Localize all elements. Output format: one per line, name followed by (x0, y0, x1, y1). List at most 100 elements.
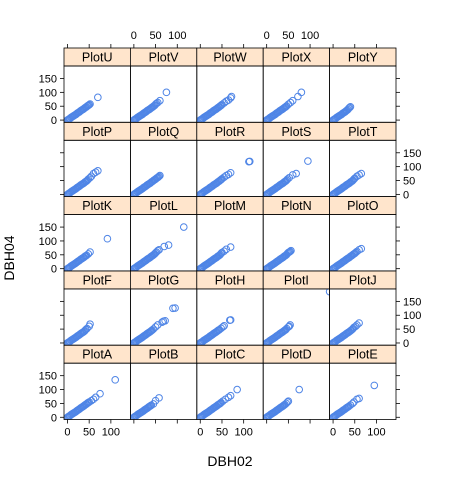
data-point (179, 223, 188, 231)
data-point (96, 389, 104, 398)
y-tick-label: 50 (45, 250, 57, 262)
panel-plotl: PlotL (129, 196, 198, 272)
panel-frame-plotj (329, 288, 397, 346)
data-point (288, 171, 297, 179)
data-point (357, 244, 366, 253)
data-point (91, 168, 100, 176)
data-point (233, 385, 241, 394)
x-tick-label: 50 (349, 427, 361, 439)
strip-label-plotv: PlotV (149, 51, 180, 65)
strip-label-plotk: PlotK (82, 199, 113, 213)
data-point (89, 395, 98, 404)
panel-plotw: PlotW (196, 47, 264, 123)
data-point (164, 241, 173, 249)
data-point (156, 96, 164, 105)
data-point (85, 101, 93, 109)
data-point (103, 234, 112, 243)
data-point (344, 104, 353, 113)
data-point (171, 304, 179, 312)
data-point (215, 102, 224, 111)
strip-label-plotl: PlotL (149, 199, 178, 213)
data-point (81, 326, 89, 335)
data-point (154, 173, 162, 181)
points-plots (263, 157, 312, 197)
data-point (83, 176, 92, 185)
points-plotw (196, 92, 236, 123)
panel-plotp: PlotP (63, 121, 131, 198)
data-point (153, 246, 162, 255)
strip-label-plotr: PlotR (215, 125, 246, 139)
points-plott (329, 169, 366, 197)
points-plotf (64, 320, 94, 346)
data-point (355, 171, 363, 179)
panel-plotg: PlotG (129, 270, 198, 346)
panel-plotc: PlotC (196, 344, 264, 420)
strip-label-plotn: PlotN (281, 199, 312, 213)
y-tick-label: 100 (403, 162, 421, 174)
data-point (304, 157, 312, 165)
data-point (283, 175, 292, 183)
x-tick-label: 100 (168, 30, 186, 42)
panel-frame-plott (329, 139, 397, 198)
data-point (94, 167, 102, 175)
points-plotx (263, 88, 306, 123)
data-point (215, 177, 224, 185)
y-tick-label: 50 (403, 176, 415, 188)
data-point (111, 376, 120, 384)
data-point (151, 323, 160, 331)
data-point (155, 172, 163, 181)
data-point (84, 250, 93, 258)
x-tick-label: 50 (149, 30, 161, 42)
panel-frame-ploto (329, 214, 397, 272)
data-point (245, 157, 254, 166)
strip-label-plotg: PlotG (148, 273, 179, 287)
y-tick-label: 150 (403, 296, 421, 308)
strip-label-plotq: PlotQ (148, 125, 180, 139)
data-point (281, 102, 290, 111)
data-point (147, 401, 156, 410)
points-ploto (329, 244, 366, 271)
strip-label-ploth: PlotH (215, 273, 246, 287)
panel-plotq: PlotQ (129, 121, 198, 198)
x-axis-label: DBH02 (207, 453, 252, 469)
data-point (286, 247, 294, 256)
y-tick-label: 50 (45, 398, 57, 410)
y-tick-label: 150 (39, 222, 57, 234)
panels-layer: PlotA PlotB PlotC PlotD PlotE PlotF PlotG PlotH… (63, 47, 397, 420)
y-tick-label: 0 (51, 264, 57, 276)
y-tick-label: 0 (51, 412, 57, 424)
data-point (282, 399, 291, 408)
y-tick-label: 0 (403, 189, 409, 201)
x-tick-label: 0 (64, 427, 70, 439)
data-point (349, 176, 357, 185)
points-ploth (196, 316, 235, 346)
y-tick-label: 0 (403, 338, 409, 350)
x-tick-label: 0 (264, 30, 270, 42)
data-point (348, 399, 357, 408)
points-plotv (130, 88, 171, 123)
data-point (220, 321, 228, 330)
panel-plota: PlotA (63, 344, 131, 420)
panel-plots: PlotS (262, 121, 331, 198)
data-point (346, 102, 355, 111)
data-point (226, 94, 235, 102)
points-plotb (130, 394, 163, 420)
x-tick-label: 0 (131, 30, 137, 42)
panel-ploth: PlotH (196, 270, 264, 346)
data-point (286, 321, 294, 329)
strip-label-plotj: PlotJ (349, 273, 377, 287)
points-plotr (196, 157, 254, 197)
panel-ploty: PlotY (329, 47, 397, 123)
points-plotl (130, 223, 188, 271)
data-point (86, 100, 94, 108)
data-point (224, 170, 233, 179)
data-point (94, 93, 102, 102)
panel-frame-plote (329, 362, 397, 420)
data-point (162, 88, 171, 97)
points-plotc (196, 385, 241, 420)
data-point (219, 323, 227, 331)
y-tick-label: 50 (45, 101, 57, 113)
strip-label-plotd: PlotD (281, 348, 312, 362)
panel-plotm: PlotM (196, 196, 264, 272)
strip-label-plotx: PlotX (281, 51, 312, 65)
